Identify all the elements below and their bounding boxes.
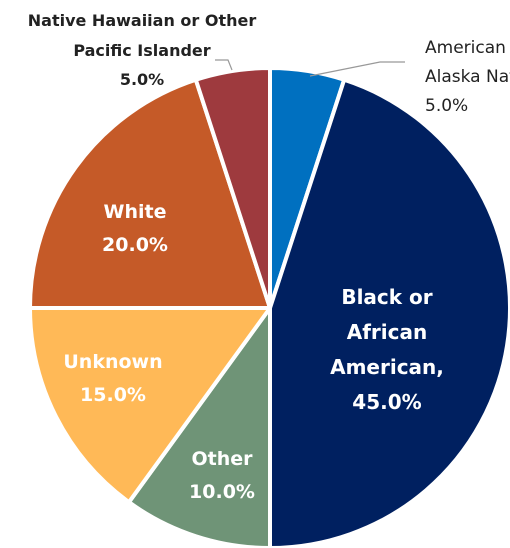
pie-slice xyxy=(28,77,272,310)
category-label: White xyxy=(103,201,167,223)
category-label: Other xyxy=(191,448,253,470)
pie-slice xyxy=(28,306,272,505)
slice-label: White 20.0% xyxy=(65,196,205,263)
category-label: American Indian or Alaska Native xyxy=(425,38,510,87)
category-label: Black or African American, xyxy=(330,285,444,379)
slice-label: Native Hawaiian or Other Pacific Islande… xyxy=(0,6,287,95)
slice-label: Other 10.0% xyxy=(167,443,277,510)
value-label: 5.0% xyxy=(119,70,165,90)
slice-label: Unknown 15.0% xyxy=(43,346,183,413)
value-label: 45.0% xyxy=(352,390,422,414)
pie-slice xyxy=(193,66,272,310)
leader-line xyxy=(215,59,233,71)
category-label: Native Hawaiian or Other Pacific Islande… xyxy=(27,11,257,60)
slice-label: Black or African American, 45.0% xyxy=(312,280,462,420)
value-label: 20.0% xyxy=(102,234,168,257)
value-label: 5.0% xyxy=(425,95,469,116)
slice-label: American Indian or Alaska Native 5.0% xyxy=(425,34,510,121)
value-label: 15.0% xyxy=(80,384,146,407)
value-label: 10.0% xyxy=(189,481,255,504)
leader-line xyxy=(309,61,405,77)
category-label: Unknown xyxy=(63,351,163,373)
pie-slice xyxy=(268,77,510,548)
